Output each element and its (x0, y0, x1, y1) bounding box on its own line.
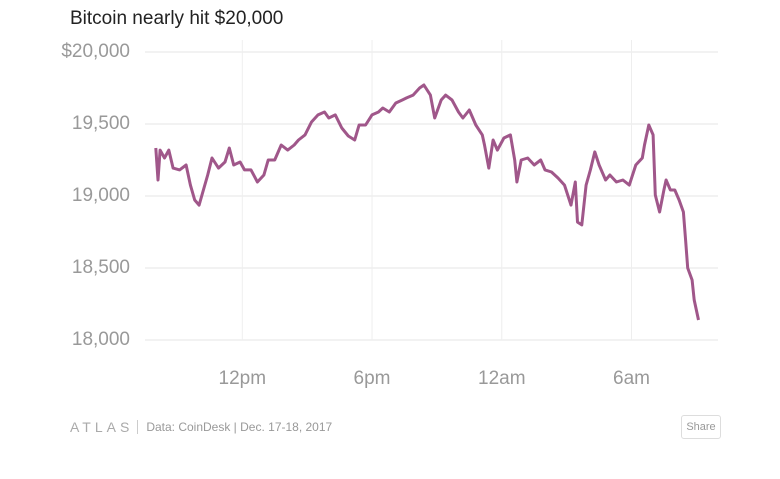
source: Data: CoinDesk | Dec. 17-18, 2017 (146, 420, 333, 434)
share-button[interactable]: Share (681, 415, 721, 439)
y-tick-label: 19,500 (72, 113, 130, 134)
price-line (154, 83, 700, 321)
y-tick-label: 18,500 (72, 257, 130, 278)
y-tick-label: 19,000 (72, 185, 130, 206)
footer: ATLAS Data: CoinDesk | Dec. 17-18, 2017 (70, 416, 332, 438)
x-tick-label: 6pm (354, 368, 391, 389)
separator (137, 420, 139, 434)
x-tick-label: 12pm (219, 368, 267, 389)
y-tick-label: $20,000 (61, 41, 130, 62)
x-tick-label: 6am (613, 368, 650, 389)
logo: ATLAS (70, 419, 134, 435)
y-tick-label: 18,000 (72, 329, 130, 350)
x-tick-label: 12am (478, 368, 526, 389)
chart: Bitcoin nearly hit $20,000 18,000 18,500 1… (61, 8, 718, 389)
chart-title: Bitcoin nearly hit $20,000 (70, 8, 283, 29)
